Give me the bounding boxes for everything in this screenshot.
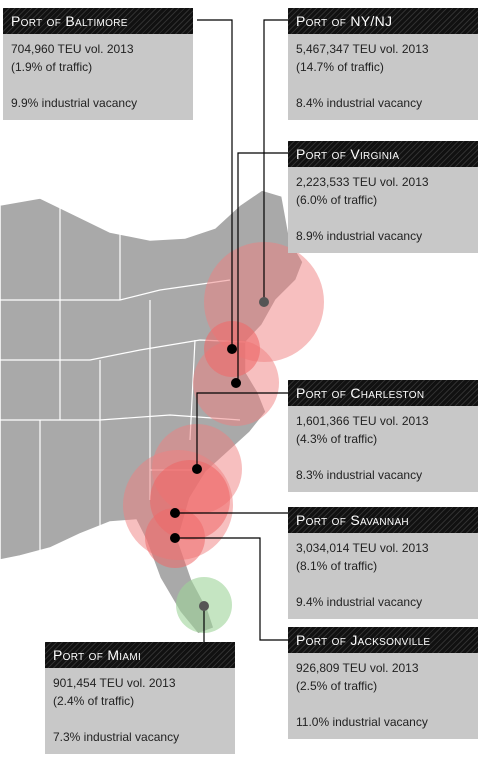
port-volume: 2,223,533 TEU vol. 2013 [296, 175, 429, 189]
dot [259, 297, 269, 307]
port-details: 2,223,533 TEU vol. 2013 (6.0% of traffic)… [288, 167, 478, 253]
port-name: Port of Savannah [288, 507, 478, 533]
port-volume: 1,601,366 TEU vol. 2013 [296, 414, 429, 428]
port-name: Port of Baltimore [3, 8, 193, 34]
port-vacancy: 11.0% industrial vacancy [296, 715, 428, 729]
port-card: Port of Virginia 2,223,533 TEU vol. 2013 (… [288, 141, 478, 253]
port-volume: 901,454 TEU vol. 2013 [53, 676, 176, 690]
port-volume: 5,467,347 TEU vol. 2013 [296, 42, 429, 56]
port-name: Port of Charleston [288, 380, 478, 406]
spacer [296, 448, 470, 466]
port-volume: 3,034,014 TEU vol. 2013 [296, 541, 429, 555]
port-volume: 704,960 TEU vol. 2013 [11, 42, 134, 56]
dot [170, 533, 180, 543]
dot [231, 378, 241, 388]
spacer [296, 575, 470, 593]
port-name: Port of Virginia [288, 141, 478, 167]
port-share: (6.0% of traffic) [296, 193, 378, 207]
port-volume: 926,809 TEU vol. 2013 [296, 661, 419, 675]
port-share: (2.4% of traffic) [53, 694, 135, 708]
port-details: 5,467,347 TEU vol. 2013 (14.7% of traffic… [288, 34, 478, 120]
port-card: Port of Charleston 1,601,366 TEU vol. 201… [288, 380, 478, 492]
port-card: Port of Jacksonville 926,809 TEU vol. 201… [288, 627, 478, 739]
port-vacancy: 9.9% industrial vacancy [11, 96, 138, 110]
dot [227, 344, 237, 354]
spacer [11, 76, 185, 94]
port-name: Port of Jacksonville [288, 627, 478, 653]
port-details: 926,809 TEU vol. 2013 (2.5% of traffic) 11… [288, 653, 478, 739]
spacer [296, 209, 470, 227]
port-vacancy: 7.3% industrial vacancy [53, 730, 180, 744]
port-vacancy: 8.4% industrial vacancy [296, 96, 423, 110]
port-circles [123, 242, 324, 633]
port-vacancy: 8.3% industrial vacancy [296, 468, 423, 482]
dot [199, 601, 209, 611]
port-card: Port of NY/NJ 5,467,347 TEU vol. 2013 (14.… [288, 8, 478, 120]
port-card: Port of Baltimore 704,960 TEU vol. 2013 (1… [3, 8, 193, 120]
port-share: (14.7% of traffic) [296, 60, 384, 74]
port-details: 901,454 TEU vol. 2013 (2.4% of traffic) 7.… [45, 668, 235, 754]
dot [170, 508, 180, 518]
port-card: Port of Miami 901,454 TEU vol. 2013 (2.4% … [45, 642, 235, 754]
port-share: (2.5% of traffic) [296, 679, 378, 693]
port-share: (8.1% of traffic) [296, 559, 378, 573]
port-name: Port of NY/NJ [288, 8, 478, 34]
spacer [296, 695, 470, 713]
port-vacancy: 9.4% industrial vacancy [296, 595, 423, 609]
port-details: 1,601,366 TEU vol. 2013 (4.3% of traffic)… [288, 406, 478, 492]
connectors [175, 19, 288, 642]
spacer [53, 710, 227, 728]
port-details: 3,034,014 TEU vol. 2013 (8.1% of traffic)… [288, 533, 478, 619]
port-vacancy: 8.9% industrial vacancy [296, 229, 423, 243]
dot [192, 464, 202, 474]
port-details: 704,960 TEU vol. 2013 (1.9% of traffic) 9.… [3, 34, 193, 120]
spacer [296, 76, 470, 94]
port-share: (1.9% of traffic) [11, 60, 93, 74]
port-share: (4.3% of traffic) [296, 432, 378, 446]
port-name: Port of Miami [45, 642, 235, 668]
port-card: Port of Savannah 3,034,014 TEU vol. 2013 (… [288, 507, 478, 619]
port-dots [170, 297, 269, 611]
